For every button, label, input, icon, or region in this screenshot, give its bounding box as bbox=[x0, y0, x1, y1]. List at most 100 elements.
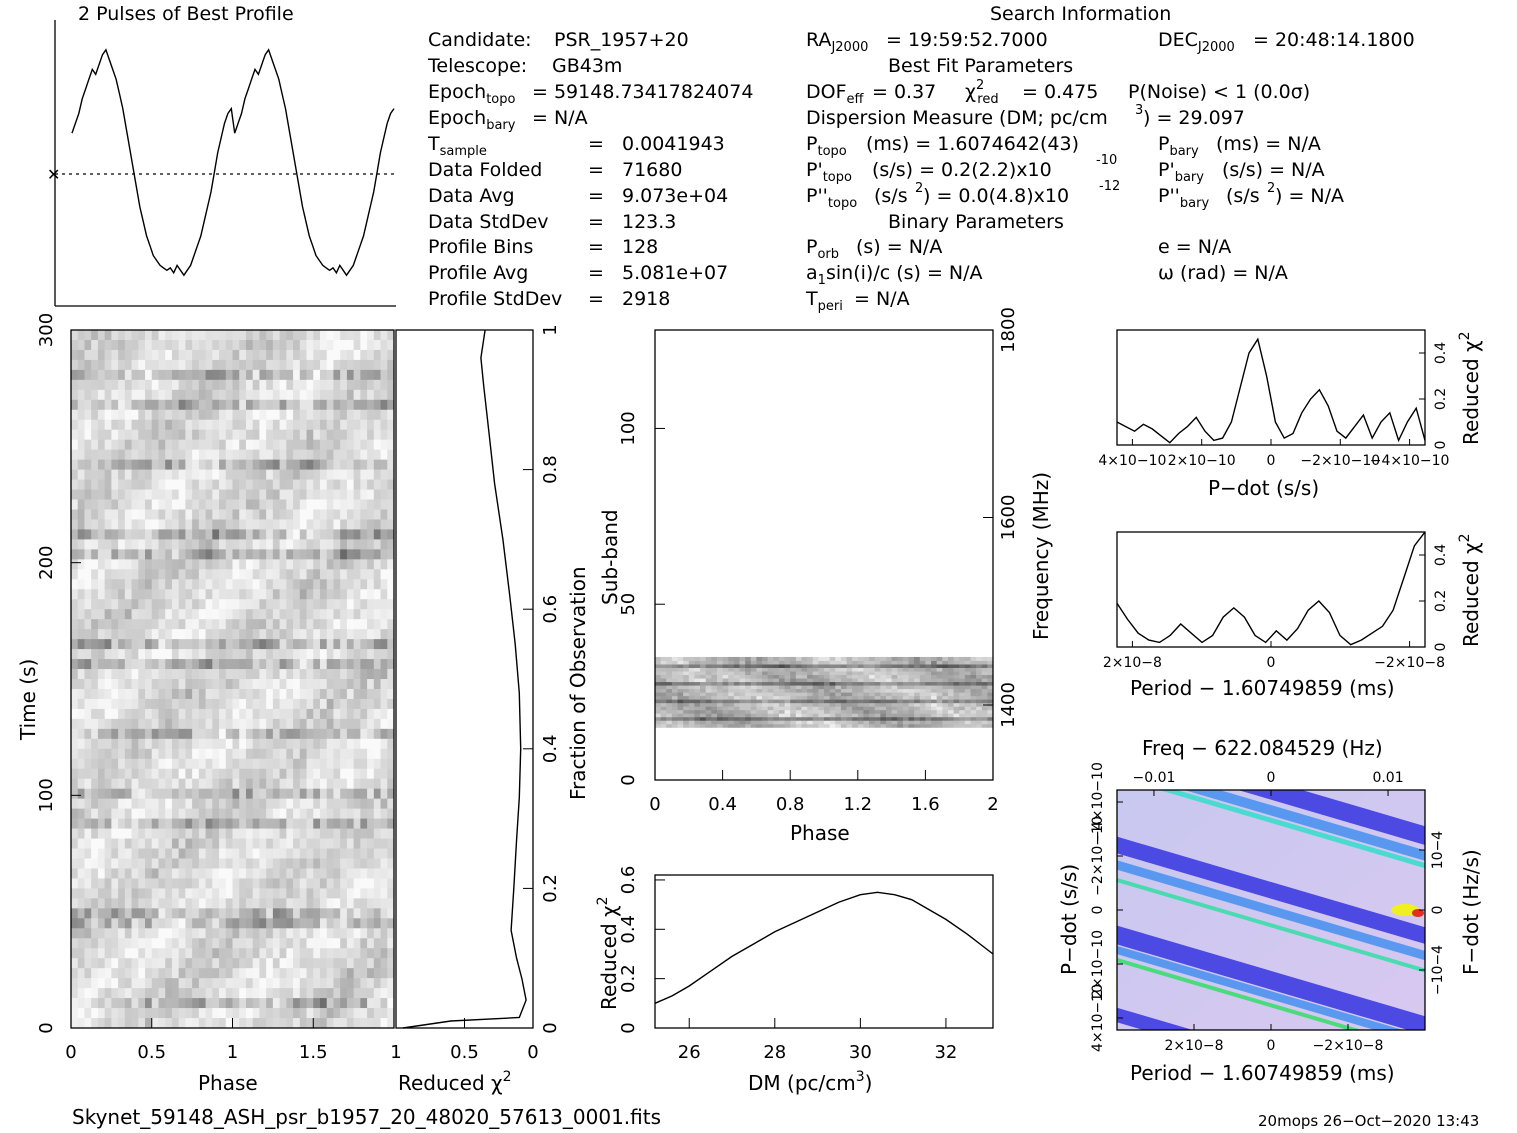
time-phase-cell bbox=[158, 369, 166, 381]
subband-cell bbox=[857, 688, 864, 693]
time-phase-cell bbox=[299, 728, 308, 740]
time-phase-cell bbox=[192, 1008, 200, 1019]
time-phase-cell bbox=[225, 848, 233, 859]
time-phase-cell bbox=[198, 988, 207, 999]
subband-cell bbox=[970, 716, 977, 721]
time-phase-cell bbox=[171, 688, 180, 700]
ppdot-ytick-label: 0 bbox=[1090, 906, 1106, 915]
time-phase-cell bbox=[165, 948, 173, 959]
time-phase-ytick-label: 300 bbox=[36, 313, 57, 347]
subband-cell bbox=[756, 681, 763, 686]
time-phase-cell bbox=[306, 569, 314, 580]
time-phase-cell bbox=[340, 948, 348, 959]
subband-cell bbox=[869, 695, 876, 700]
time-phase-cell bbox=[313, 409, 321, 421]
time-phase-cell bbox=[151, 429, 159, 441]
fdot-axis-label: F−dot (Hz/s) bbox=[1459, 849, 1483, 975]
time-phase-cell bbox=[346, 728, 355, 740]
time-phase-cell bbox=[91, 858, 99, 869]
time-phase-cell bbox=[131, 978, 139, 989]
subband-cell bbox=[885, 678, 893, 683]
time-phase-cell bbox=[192, 679, 200, 690]
subband-cell bbox=[840, 706, 848, 711]
subband-cell bbox=[767, 720, 774, 725]
subband-cell bbox=[840, 671, 848, 676]
time-phase-cell bbox=[84, 409, 92, 421]
time-phase-cell bbox=[178, 339, 186, 351]
time-phase-cell bbox=[111, 1008, 119, 1019]
time-phase-cell bbox=[360, 579, 368, 590]
subband-cell bbox=[666, 713, 673, 718]
time-phase-cell bbox=[340, 848, 348, 859]
time-phase-cell bbox=[91, 639, 99, 650]
time-phase-cell bbox=[151, 688, 159, 700]
time-phase-cell bbox=[387, 798, 394, 810]
time-phase-cell bbox=[71, 649, 79, 660]
time-phase-cell bbox=[131, 768, 139, 780]
time-phase-cell bbox=[360, 559, 368, 570]
time-phase-cell bbox=[185, 389, 193, 401]
time-phase-cell bbox=[239, 359, 247, 371]
time-phase-cell bbox=[306, 649, 314, 660]
time-phase-cell bbox=[158, 978, 166, 989]
time-phase-cell bbox=[306, 858, 314, 869]
time-phase-cell bbox=[340, 589, 348, 600]
time-phase-cell bbox=[346, 399, 355, 411]
subband-cell bbox=[739, 713, 746, 718]
subband-cell bbox=[897, 699, 904, 704]
subband-cell bbox=[942, 695, 949, 700]
time-phase-cell bbox=[252, 449, 260, 461]
time-phase-cell bbox=[192, 988, 200, 999]
time-phase-cell bbox=[165, 519, 173, 530]
time-phase-cell bbox=[165, 389, 173, 401]
time-phase-cell bbox=[306, 988, 314, 999]
time-phase-cell bbox=[124, 838, 133, 850]
subband-cell bbox=[728, 699, 735, 704]
time-phase-cell bbox=[151, 698, 159, 710]
subband-cell bbox=[671, 688, 679, 693]
subband-cell bbox=[981, 695, 988, 700]
time-phase-cell bbox=[252, 908, 260, 919]
time-phase-cell bbox=[178, 679, 186, 690]
time-phase-cell bbox=[387, 349, 394, 361]
time-phase-cell bbox=[252, 519, 260, 530]
time-phase-cell bbox=[326, 928, 334, 939]
subband-cell bbox=[852, 723, 859, 728]
time-phase-cell bbox=[198, 778, 207, 790]
subband-cell bbox=[981, 716, 988, 721]
time-phase-cell bbox=[111, 409, 119, 421]
time-phase-cell bbox=[198, 808, 207, 820]
time-phase-cell bbox=[286, 449, 294, 461]
subband-cell bbox=[711, 667, 718, 672]
time-phase-cell bbox=[212, 928, 220, 939]
subband-cell bbox=[733, 674, 740, 679]
time-phase-cell bbox=[225, 679, 233, 690]
time-phase-cell bbox=[77, 848, 85, 859]
subband-cell bbox=[914, 681, 921, 686]
subband-cell bbox=[902, 678, 909, 683]
time-phase-cell bbox=[131, 389, 139, 401]
time-phase-cell bbox=[111, 519, 119, 530]
subband-cell bbox=[891, 713, 898, 718]
time-phase-cell bbox=[178, 639, 186, 650]
subband-cell bbox=[722, 716, 729, 721]
time-phase-cell bbox=[293, 938, 301, 949]
subband-cell bbox=[700, 695, 707, 700]
time-phase-cell bbox=[380, 399, 388, 411]
time-phase-cell bbox=[252, 768, 260, 780]
time-phase-cell bbox=[353, 349, 361, 361]
time-phase-cell bbox=[77, 479, 85, 491]
time-phase-cell bbox=[293, 359, 301, 371]
time-phase-cell bbox=[178, 738, 186, 750]
time-phase-cell bbox=[340, 349, 348, 361]
subband-cell bbox=[863, 720, 870, 725]
time-phase-cell bbox=[387, 679, 394, 690]
time-phase-cell bbox=[313, 469, 321, 481]
time-phase-cell bbox=[97, 808, 106, 820]
subband-cell bbox=[666, 667, 673, 672]
subband-cell bbox=[671, 660, 679, 665]
time-phase-cell bbox=[131, 529, 139, 540]
time-phase-cell bbox=[367, 359, 375, 371]
subband-cell bbox=[683, 699, 690, 704]
time-phase-cell bbox=[239, 449, 247, 461]
